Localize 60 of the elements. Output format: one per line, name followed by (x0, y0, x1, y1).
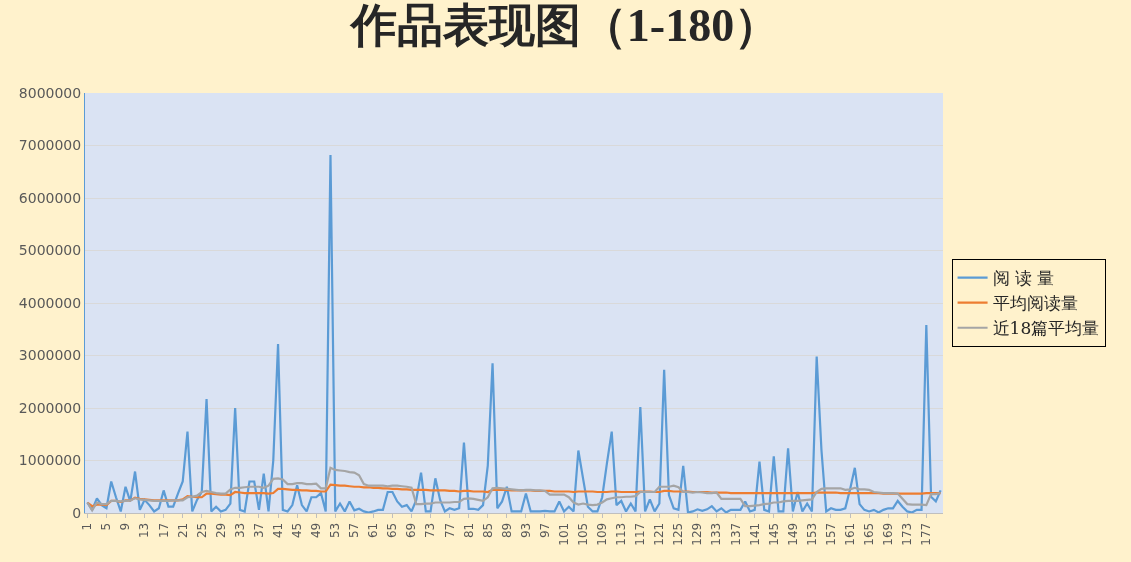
y-tick-label: 6000000 (18, 189, 82, 206)
x-tick-label: 41 (270, 522, 285, 539)
x-tick-label: 5 (99, 522, 114, 531)
x-tick-label: 169 (881, 522, 896, 546)
x-tick-label: 49 (309, 522, 324, 539)
x-tick-label: 145 (766, 522, 781, 546)
x-tick-label: 141 (747, 522, 762, 546)
x-tick-label: 161 (842, 522, 857, 546)
x-tick-label: 165 (862, 522, 877, 546)
x-tick-label: 137 (728, 522, 743, 546)
x-tick-label: 33 (232, 522, 247, 539)
x-tick-label: 105 (576, 522, 591, 546)
x-tick-label: 121 (652, 522, 667, 546)
x-tick-label: 45 (290, 522, 305, 539)
x-tick-label: 13 (137, 522, 152, 539)
x-tick-label: 149 (785, 522, 800, 546)
y-tick-label: 0 (72, 504, 82, 521)
x-tick-label: 133 (709, 522, 724, 546)
x-tick-label: 157 (823, 522, 838, 546)
x-tick-label: 101 (556, 522, 571, 546)
x-tick-label: 129 (690, 522, 705, 546)
y-tick-label: 7000000 (18, 137, 82, 154)
x-tick-label: 37 (251, 522, 266, 539)
legend-label: 阅 读 量 (992, 268, 1055, 289)
legend-label: 近18篇平均量 (992, 318, 1100, 339)
x-tick-label: 85 (480, 522, 495, 539)
x-tick-label: 125 (671, 522, 686, 546)
x-tick-label: 9 (118, 522, 133, 531)
x-tick-label: 89 (499, 522, 514, 539)
y-tick-label: 3000000 (18, 347, 82, 364)
x-tick-label: 93 (518, 522, 533, 539)
x-tick-label: 109 (595, 522, 610, 546)
y-tick-label: 2000000 (18, 399, 82, 416)
x-tick-label: 53 (328, 522, 343, 539)
y-tick-label: 8000000 (18, 84, 82, 101)
legend-label: 平均阅读量 (992, 293, 1078, 314)
x-tick-label: 81 (461, 522, 476, 539)
x-tick-label: 29 (213, 522, 228, 539)
x-tick-label: 65 (385, 522, 400, 539)
x-tick-label: 177 (919, 522, 934, 546)
x-tick-label: 73 (423, 522, 438, 539)
x-tick-label: 173 (900, 522, 915, 546)
x-tick-label: 113 (614, 522, 629, 546)
line-series (86, 483, 942, 508)
y-tick-label: 5000000 (18, 242, 82, 259)
x-tick-label: 25 (194, 522, 209, 539)
x-tick-label: 21 (175, 522, 190, 539)
x-tick-label: 61 (366, 522, 381, 539)
x-tick-label: 153 (804, 522, 819, 546)
x-tick-label: 69 (404, 522, 419, 539)
x-tick-label: 17 (156, 522, 171, 539)
line-series (86, 466, 942, 512)
x-tick-label: 57 (347, 522, 362, 539)
y-tick-label: 4000000 (18, 294, 82, 311)
x-tick-label: 77 (442, 522, 457, 539)
y-tick-label: 1000000 (18, 452, 82, 469)
x-tick-label: 97 (537, 522, 552, 539)
x-tick-label: 1 (80, 522, 95, 531)
x-tick-label: 117 (633, 522, 648, 546)
chart-title: 作品表现图（1-180） (348, 0, 781, 51)
